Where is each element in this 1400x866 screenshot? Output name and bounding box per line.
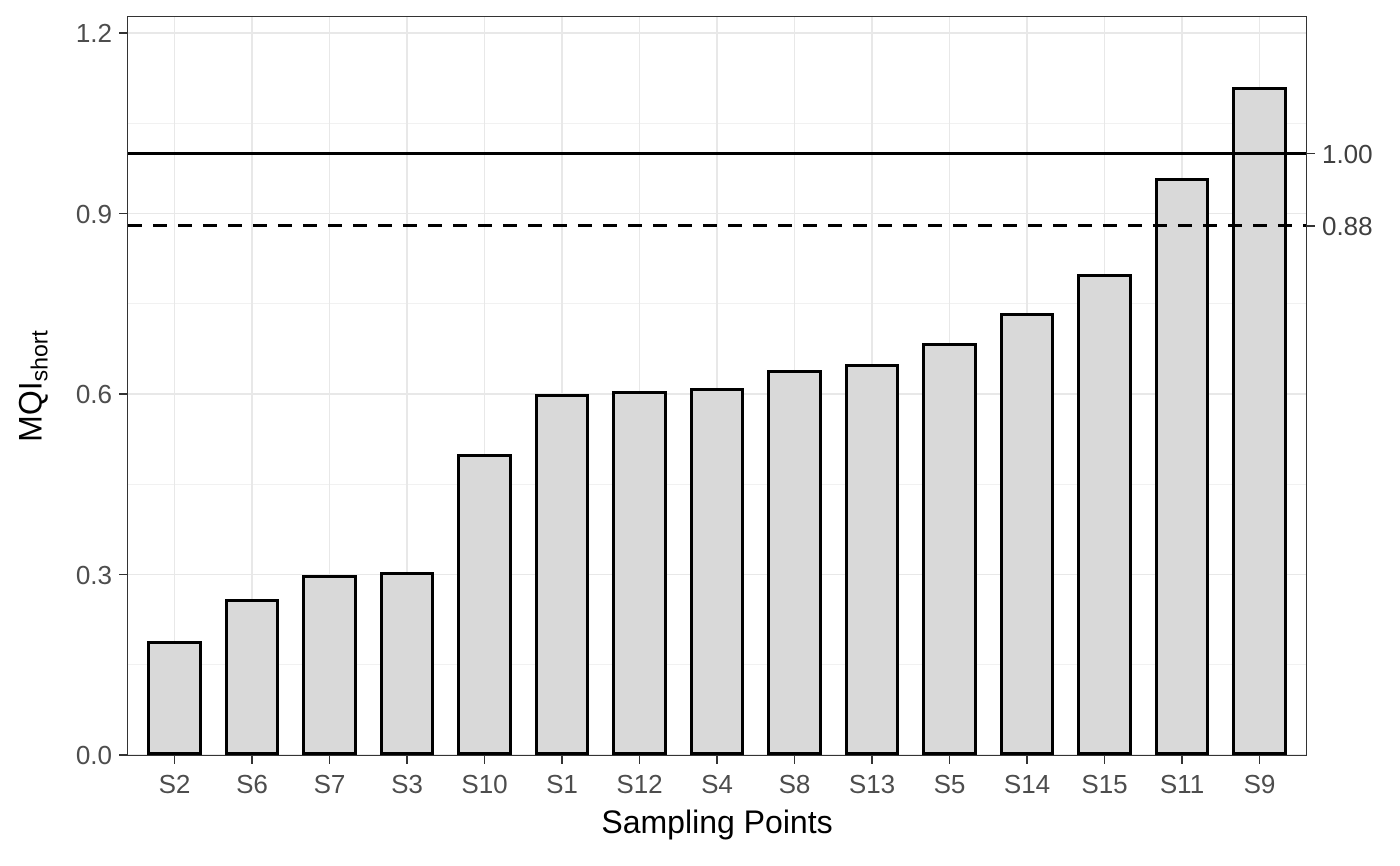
x-tick-mark <box>1103 755 1106 764</box>
x-tick-mark <box>948 755 951 764</box>
x-tick-label: S4 <box>701 769 733 799</box>
y-tick-label: 0.0 <box>75 740 112 770</box>
x-tick-label: S11 <box>1159 769 1205 799</box>
bar <box>1232 87 1287 755</box>
reference-line-label: 0.88 <box>1322 210 1373 241</box>
bar <box>457 454 512 755</box>
x-tick-label: S14 <box>1003 769 1051 799</box>
bar <box>302 574 357 755</box>
y-tick-label: 1.2 <box>75 18 112 49</box>
reference-line-dashed <box>128 224 1306 228</box>
x-tick-label: S12 <box>616 769 663 799</box>
bar <box>224 598 280 755</box>
bar <box>689 388 745 755</box>
right-tick-mark <box>1306 224 1315 227</box>
y-tick-mark <box>119 393 128 395</box>
bar <box>534 394 590 755</box>
x-tick-mark <box>483 755 486 764</box>
x-tick-mark <box>1026 755 1028 764</box>
x-tick-mark <box>871 755 873 764</box>
y-tick-mark <box>119 212 128 215</box>
x-tick-mark <box>1258 755 1261 764</box>
bar <box>844 364 900 755</box>
x-axis-title: Sampling Points <box>601 804 833 840</box>
gridline-category <box>328 17 331 755</box>
x-tick-label: S2 <box>158 769 191 799</box>
x-tick-mark <box>716 755 718 764</box>
x-tick-label: S1 <box>546 769 578 799</box>
bar <box>922 342 977 755</box>
bar <box>1154 177 1210 755</box>
x-tick-label: S6 <box>236 769 268 799</box>
reference-line-label: 1.00 <box>1322 138 1373 169</box>
gridline-category <box>251 17 253 755</box>
gridline-category <box>716 17 718 755</box>
x-tick-mark <box>1181 755 1183 764</box>
y-tick-label: 0.9 <box>75 198 112 229</box>
x-tick-label: S3 <box>391 769 423 799</box>
gridline-category <box>561 17 563 755</box>
x-tick-mark <box>173 755 176 764</box>
x-tick-mark <box>638 755 641 764</box>
bar <box>147 640 202 755</box>
x-tick-label: S13 <box>848 769 896 799</box>
x-tick-mark <box>406 755 408 764</box>
x-tick-label: S7 <box>313 769 346 799</box>
x-tick-label: S5 <box>933 769 966 799</box>
gridline-category <box>173 17 176 755</box>
bar <box>379 571 435 755</box>
gridline-category <box>406 17 408 755</box>
x-tick-label: S15 <box>1081 769 1128 799</box>
y-tick-mark <box>119 754 128 756</box>
gridline-category <box>638 17 641 755</box>
y-tick-label: 0.6 <box>75 379 112 410</box>
x-tick-mark <box>328 755 331 764</box>
bar <box>1077 273 1132 755</box>
y-tick-mark <box>119 32 128 35</box>
right-tick-mark <box>1306 152 1315 155</box>
x-tick-label: S9 <box>1243 769 1276 799</box>
x-tick-label: S10 <box>461 769 508 799</box>
bar <box>767 370 822 755</box>
y-tick-label: 0.3 <box>75 559 112 590</box>
y-axis-title-subscript: short <box>26 330 53 382</box>
reference-line-solid <box>128 152 1306 156</box>
x-tick-mark <box>561 755 563 764</box>
bar <box>999 312 1055 755</box>
gridline-category <box>483 17 486 755</box>
y-tick-mark <box>119 573 128 576</box>
x-tick-mark <box>793 755 796 764</box>
bar <box>612 391 667 755</box>
x-tick-label: S8 <box>778 769 811 799</box>
x-tick-mark <box>251 755 253 764</box>
